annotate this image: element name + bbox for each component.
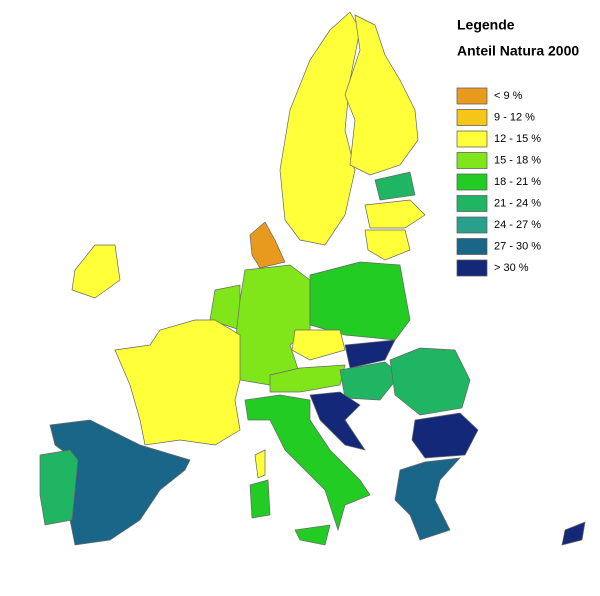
legend-label: 12 - 15 % (494, 133, 541, 145)
legend-swatch (456, 238, 488, 255)
legend-swatch (456, 87, 488, 105)
legend-subtitle: Anteil Natura 2000 (457, 43, 579, 59)
lithuania (364, 229, 411, 261)
hungary (339, 361, 401, 401)
croatia-slovenia (309, 391, 366, 451)
legend-label: 24 - 27 % (494, 219, 541, 231)
legend: < 9 % 9 - 12 % 12 - 15 % 15 - 18 % 18 - 21 %… (456, 87, 541, 277)
corsica (254, 449, 266, 479)
sweden (279, 11, 361, 246)
estonia (374, 171, 416, 201)
legend-swatch (456, 216, 488, 234)
poland (309, 261, 411, 341)
finland (344, 14, 419, 176)
czechia (291, 329, 346, 361)
legend-swatch (456, 173, 488, 191)
countries (39, 11, 586, 546)
latvia (364, 199, 426, 229)
legend-label: < 9 % (494, 90, 523, 102)
legend-swatch (456, 109, 488, 126)
legend-title: Legende (457, 17, 515, 33)
france (114, 319, 241, 446)
italy (244, 394, 371, 532)
austria (269, 364, 346, 393)
slovakia (344, 339, 396, 369)
legend-label: 21 - 24 % (494, 197, 541, 209)
romania (389, 347, 471, 416)
sicily (294, 524, 331, 546)
portugal (39, 449, 79, 526)
germany (234, 264, 311, 386)
sardinia (249, 479, 271, 519)
legend-swatch (456, 152, 488, 169)
legend-swatch (456, 259, 488, 277)
cyprus (561, 521, 586, 546)
legend-label: 27 - 30 % (494, 240, 541, 252)
bulgaria (411, 412, 479, 459)
ireland (71, 244, 121, 299)
denmark (249, 221, 286, 269)
legend-label: 18 - 21 % (494, 176, 541, 188)
greece (394, 457, 461, 541)
legend-label: > 30 % (494, 262, 529, 274)
legend-label: 15 - 18 % (494, 154, 541, 166)
legend-swatch (456, 130, 488, 148)
legend-swatch (456, 195, 488, 212)
legend-label: 9 - 12 % (494, 111, 535, 123)
